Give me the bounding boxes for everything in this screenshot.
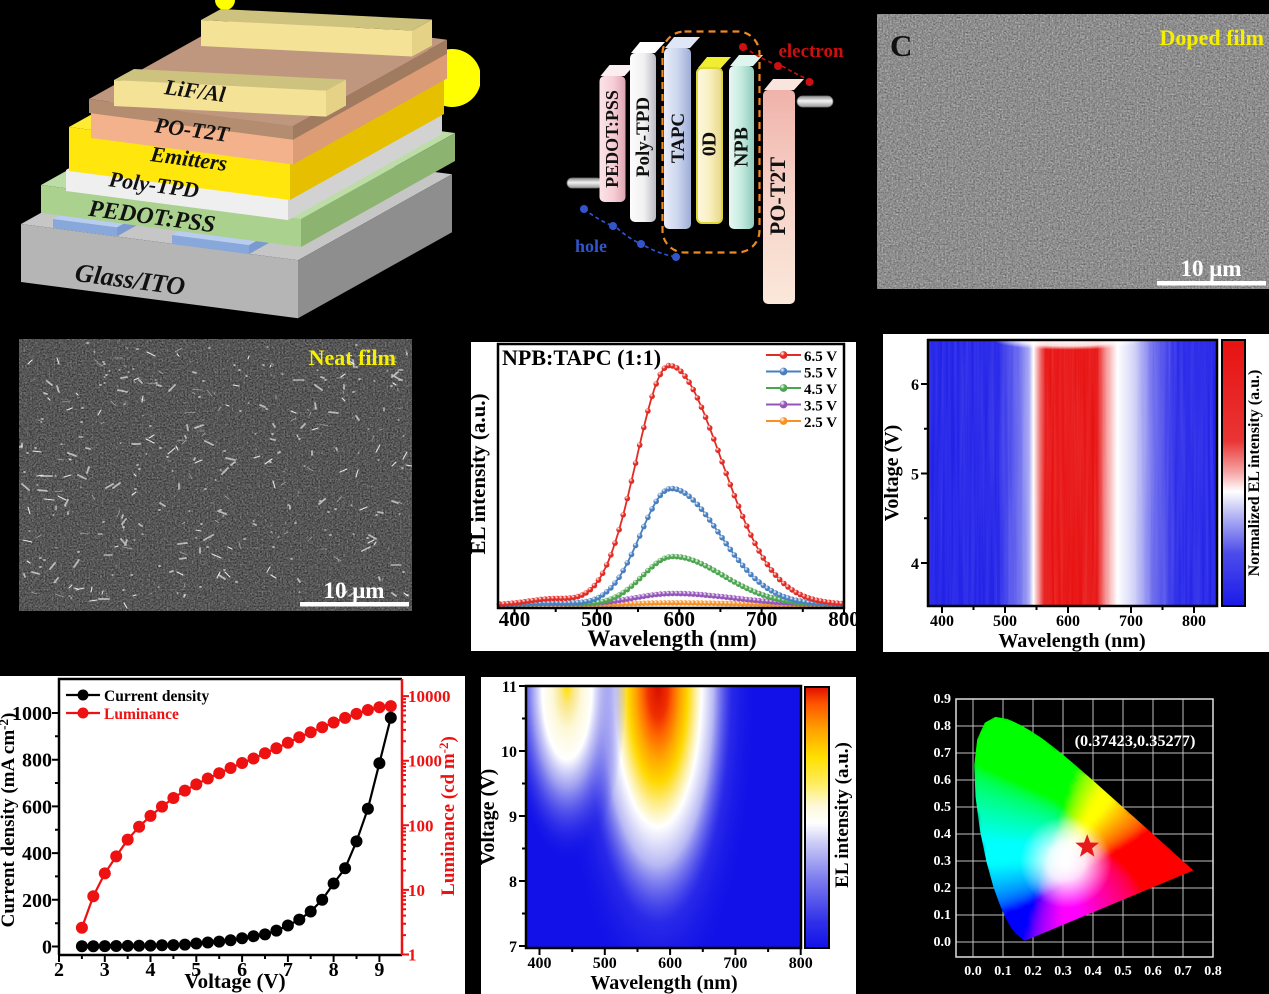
svg-text:NPB:TAPC (1:1): NPB:TAPC (1:1) bbox=[502, 345, 661, 370]
svg-text:0.8: 0.8 bbox=[934, 719, 952, 734]
svg-text:0.4: 0.4 bbox=[1084, 964, 1102, 979]
svg-text:Current density (mA cm-2): Current density (mA cm-2) bbox=[0, 713, 19, 928]
svg-text:800: 800 bbox=[22, 750, 52, 772]
svg-text:700: 700 bbox=[1119, 613, 1143, 630]
svg-text:0.7: 0.7 bbox=[1174, 964, 1192, 979]
svg-text:hole: hole bbox=[575, 236, 607, 256]
svg-text:500: 500 bbox=[581, 607, 613, 631]
svg-text:0: 0 bbox=[42, 937, 52, 959]
svg-text:200: 200 bbox=[22, 890, 52, 912]
svg-text:6.5 V: 6.5 V bbox=[804, 349, 837, 365]
svg-text:600: 600 bbox=[663, 607, 695, 631]
svg-text:700: 700 bbox=[746, 607, 778, 631]
svg-text:10 μm: 10 μm bbox=[1181, 256, 1242, 281]
svg-text:0.1: 0.1 bbox=[994, 964, 1012, 979]
svg-text:4: 4 bbox=[146, 959, 156, 981]
svg-text:0.7: 0.7 bbox=[934, 746, 952, 761]
svg-text:1: 1 bbox=[408, 946, 417, 965]
svg-text:10 μm: 10 μm bbox=[324, 578, 385, 603]
svg-text:Luminance (cd m-2): Luminance (cd m-2) bbox=[436, 736, 459, 896]
svg-text:0.2: 0.2 bbox=[934, 881, 952, 896]
svg-text:6: 6 bbox=[911, 377, 919, 394]
svg-text:600: 600 bbox=[658, 955, 682, 972]
svg-text:9: 9 bbox=[374, 959, 384, 981]
svg-text:400: 400 bbox=[499, 607, 531, 631]
svg-text:(0.37423,0.35277): (0.37423,0.35277) bbox=[1075, 731, 1196, 750]
svg-text:0.6: 0.6 bbox=[1144, 964, 1162, 979]
svg-text:0.3: 0.3 bbox=[1054, 964, 1072, 979]
svg-text:Voltage (V): Voltage (V) bbox=[883, 425, 903, 521]
svg-text:3: 3 bbox=[100, 959, 110, 981]
svg-text:2: 2 bbox=[54, 959, 64, 981]
svg-text:1000: 1000 bbox=[408, 752, 442, 771]
svg-text:6: 6 bbox=[237, 959, 247, 981]
svg-text:Doped film: Doped film bbox=[1160, 25, 1265, 50]
svg-text:0.1: 0.1 bbox=[934, 908, 952, 923]
svg-text:Poly-TPD: Poly-TPD bbox=[633, 97, 654, 177]
svg-text:Voltage (V): Voltage (V) bbox=[481, 769, 499, 865]
svg-text:10: 10 bbox=[501, 744, 517, 761]
svg-text:7: 7 bbox=[283, 959, 293, 981]
svg-text:Wavelength (nm): Wavelength (nm) bbox=[998, 630, 1145, 652]
svg-text:5.5 V: 5.5 V bbox=[804, 366, 837, 382]
svg-text:EL intensity (a.u.): EL intensity (a.u.) bbox=[471, 393, 490, 554]
svg-text:0.0: 0.0 bbox=[934, 935, 952, 950]
svg-text:10000: 10000 bbox=[408, 687, 451, 706]
svg-text:5: 5 bbox=[191, 959, 201, 981]
svg-text:EL intensity (a.u.): EL intensity (a.u.) bbox=[832, 742, 853, 888]
svg-text:700: 700 bbox=[723, 955, 747, 972]
svg-text:NPB: NPB bbox=[731, 127, 753, 167]
svg-text:400: 400 bbox=[930, 613, 954, 630]
svg-text:9: 9 bbox=[509, 809, 517, 826]
svg-text:3.5 V: 3.5 V bbox=[804, 399, 837, 415]
svg-text:500: 500 bbox=[593, 955, 617, 972]
svg-text:0D: 0D bbox=[699, 132, 721, 156]
svg-text:Neat film: Neat film bbox=[309, 345, 396, 370]
svg-text:0.6: 0.6 bbox=[934, 773, 952, 788]
svg-text:500: 500 bbox=[993, 613, 1017, 630]
svg-text:800: 800 bbox=[789, 955, 813, 972]
svg-text:0.0: 0.0 bbox=[964, 964, 982, 979]
svg-text:10: 10 bbox=[408, 881, 425, 900]
svg-text:0.8: 0.8 bbox=[1204, 964, 1222, 979]
svg-text:2.5 V: 2.5 V bbox=[804, 415, 837, 431]
svg-text:0.4: 0.4 bbox=[934, 827, 952, 842]
svg-text:8: 8 bbox=[329, 959, 339, 981]
svg-text:Wavelength (nm): Wavelength (nm) bbox=[590, 972, 737, 994]
svg-text:C: C bbox=[890, 28, 912, 63]
svg-text:600: 600 bbox=[1056, 613, 1080, 630]
svg-text:800: 800 bbox=[828, 607, 856, 631]
svg-text:11: 11 bbox=[502, 679, 517, 696]
svg-text:4.5 V: 4.5 V bbox=[804, 382, 837, 398]
svg-text:800: 800 bbox=[1182, 613, 1206, 630]
svg-text:Normalized EL intensity (a.u.): Normalized EL intensity (a.u.) bbox=[1246, 370, 1263, 577]
svg-text:Wavelength (nm): Wavelength (nm) bbox=[587, 626, 756, 651]
svg-text:4: 4 bbox=[911, 556, 919, 573]
svg-text:0.2: 0.2 bbox=[1024, 964, 1042, 979]
svg-text:PEDOT:PSS: PEDOT:PSS bbox=[602, 90, 622, 188]
svg-text:PO-T2T: PO-T2T bbox=[765, 157, 790, 236]
svg-text:600: 600 bbox=[22, 796, 52, 818]
svg-text:TAPC: TAPC bbox=[668, 113, 689, 163]
svg-text:400: 400 bbox=[22, 843, 52, 865]
svg-text:400: 400 bbox=[528, 955, 552, 972]
svg-text:Voltage (V): Voltage (V) bbox=[184, 969, 285, 993]
svg-text:Current density: Current density bbox=[104, 688, 209, 705]
svg-text:5: 5 bbox=[911, 467, 919, 484]
svg-text:0.3: 0.3 bbox=[934, 854, 952, 869]
svg-text:electron: electron bbox=[778, 41, 843, 62]
svg-text:0.9: 0.9 bbox=[934, 692, 952, 707]
svg-text:0.5: 0.5 bbox=[1114, 964, 1132, 979]
svg-text:7: 7 bbox=[509, 939, 517, 956]
svg-text:Luminance: Luminance bbox=[104, 706, 179, 723]
svg-text:0.5: 0.5 bbox=[934, 800, 952, 815]
svg-text:1000: 1000 bbox=[12, 703, 52, 725]
svg-text:100: 100 bbox=[408, 816, 434, 835]
svg-text:8: 8 bbox=[509, 874, 517, 891]
